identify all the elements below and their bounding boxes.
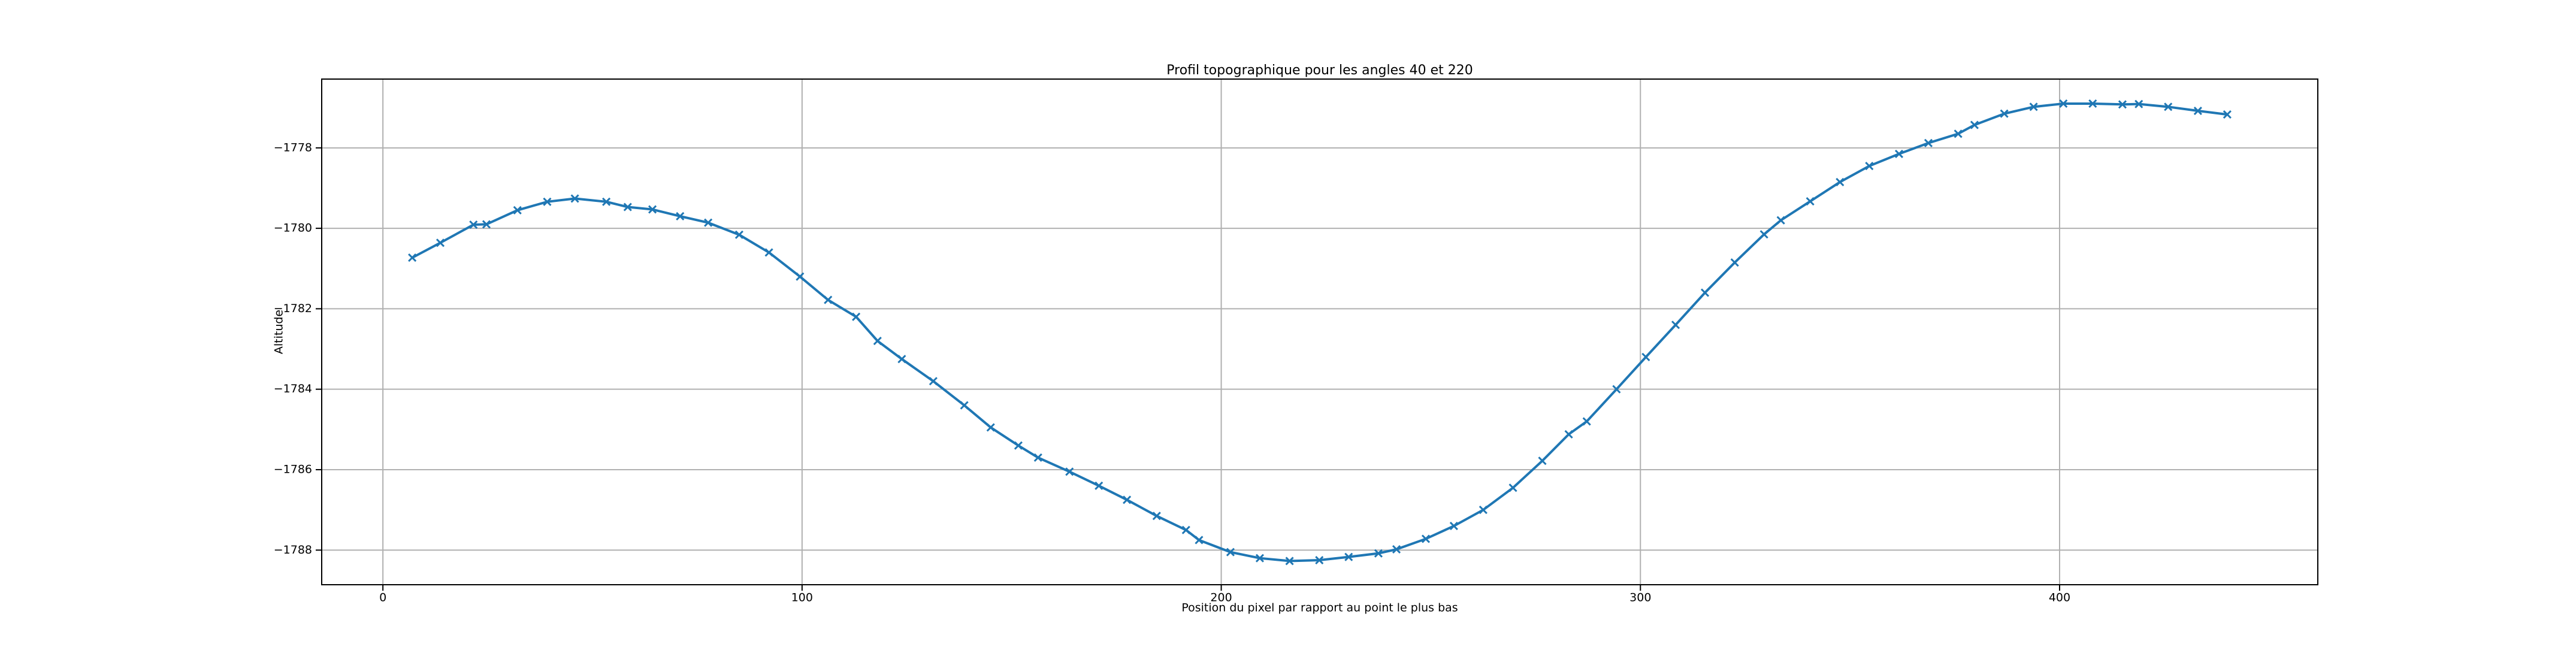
data-marker	[1095, 481, 1103, 490]
data-marker	[1033, 453, 1042, 462]
data-marker	[1671, 321, 1680, 330]
data-marker	[1954, 129, 1963, 138]
chart-title: Profil topographique pour les angles 40 …	[1166, 63, 1473, 78]
data-marker	[1421, 534, 1431, 543]
data-marker	[676, 211, 685, 221]
data-marker	[1582, 417, 1591, 426]
data-marker	[929, 377, 938, 386]
data-marker	[1836, 177, 1845, 186]
data-marker	[2000, 109, 2009, 118]
data-marker	[436, 238, 445, 247]
data-marker	[897, 355, 906, 364]
data-marker	[796, 272, 805, 281]
data-marker	[1226, 548, 1235, 557]
data-marker	[1152, 512, 1161, 521]
data-marker	[513, 205, 522, 214]
y-tick-label: −1778	[274, 141, 312, 154]
y-tick-label: −1786	[274, 462, 312, 476]
data-marker	[2164, 102, 2173, 111]
x-tick-label: 0	[379, 591, 386, 604]
data-marker	[2029, 102, 2038, 111]
data-marker	[1894, 149, 1904, 158]
data-marker	[960, 401, 969, 410]
data-marker	[1449, 521, 1458, 531]
data-marker	[1374, 549, 1383, 558]
data-marker	[2223, 110, 2232, 119]
y-tick-label: −1784	[274, 382, 312, 395]
data-marker	[543, 197, 552, 206]
data-marker	[570, 194, 579, 203]
data-marker	[648, 205, 657, 214]
y-tick-label: −1788	[274, 543, 312, 557]
data-marker	[1730, 258, 1739, 267]
data-marker	[1924, 138, 1933, 147]
data-marker	[1123, 495, 1132, 504]
data-marker	[602, 197, 611, 206]
data-marker	[734, 230, 743, 239]
x-tick-label: 400	[2049, 591, 2070, 604]
x-axis-label: Position du pixel par rapport au point l…	[1181, 601, 1458, 615]
data-marker	[1065, 467, 1074, 476]
data-marker	[986, 423, 995, 432]
data-marker	[704, 218, 713, 227]
data-marker	[2118, 100, 2127, 109]
data-marker	[1195, 536, 1204, 545]
y-tick-label: −1782	[274, 302, 312, 315]
x-tick-label: 200	[1210, 591, 1232, 604]
data-marker	[1776, 216, 1785, 225]
data-marker	[408, 253, 417, 262]
plot-frame	[321, 78, 2318, 585]
data-marker	[1612, 385, 1621, 394]
data-marker	[1759, 230, 1768, 239]
data-marker	[1344, 552, 1353, 561]
data-marker	[1285, 557, 1294, 566]
data-marker	[2059, 99, 2068, 108]
data-marker	[1865, 161, 1874, 171]
data-marker	[824, 295, 833, 304]
data-marker	[1479, 506, 1487, 515]
y-axis-label: Altitude	[273, 310, 286, 354]
data-marker	[623, 202, 632, 211]
x-tick-label: 100	[791, 591, 813, 604]
y-tick-label: −1780	[274, 222, 312, 235]
data-marker	[469, 220, 478, 229]
data-marker	[1255, 554, 1265, 563]
data-line	[412, 102, 2228, 563]
data-marker	[1970, 120, 1979, 129]
data-marker	[1508, 483, 1517, 492]
data-marker	[1564, 430, 1573, 439]
data-marker	[1538, 457, 1547, 465]
data-marker	[2088, 99, 2097, 108]
data-marker	[852, 312, 861, 321]
data-marker	[2193, 106, 2202, 116]
data-marker	[1014, 441, 1023, 450]
data-marker	[1392, 545, 1401, 554]
data-marker	[764, 248, 773, 257]
data-marker	[1806, 197, 1815, 206]
data-marker	[2134, 99, 2143, 108]
data-marker	[1700, 288, 1710, 297]
x-tick-label: 300	[1629, 591, 1651, 604]
data-marker	[1641, 352, 1650, 362]
data-marker	[873, 337, 882, 346]
data-marker	[1315, 555, 1324, 565]
data-marker	[482, 220, 491, 229]
data-marker	[1181, 525, 1190, 534]
